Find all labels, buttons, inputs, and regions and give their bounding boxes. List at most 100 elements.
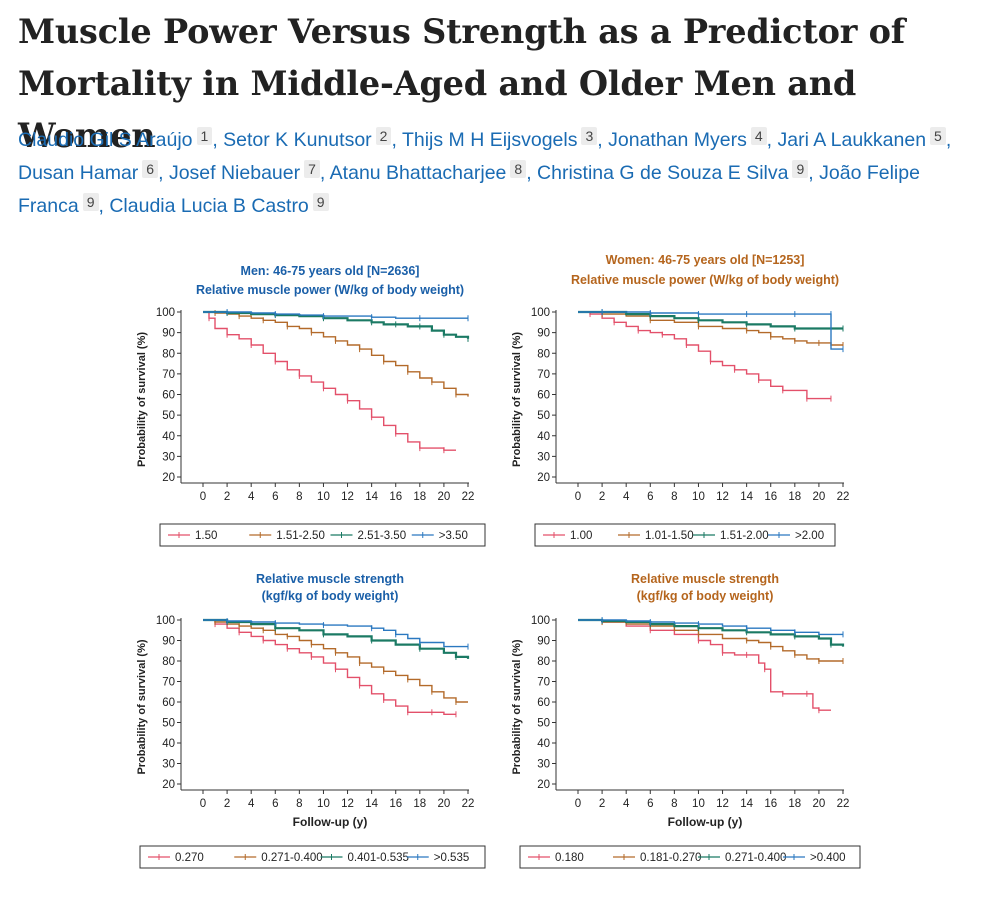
- author-name[interactable]: Atanu Bhattacharjee: [329, 162, 507, 184]
- x-tick-label: 6: [647, 798, 653, 810]
- affiliation-badge[interactable]: 3: [581, 127, 598, 145]
- author-separator: ,: [391, 129, 402, 151]
- x-tick-label: 22: [462, 491, 475, 503]
- chart-men-strength: Relative muscle strength (kgf/kg of body …: [136, 572, 486, 869]
- x-tick-label: 0: [200, 798, 206, 810]
- affiliation-badge[interactable]: 8: [510, 160, 527, 178]
- author-name[interactable]: Dusan Hamar: [18, 162, 139, 184]
- author-name[interactable]: Josef Niebauer: [168, 162, 301, 184]
- x-tick-label: 8: [296, 491, 302, 503]
- x-axis-label: Follow-up (y): [668, 815, 743, 829]
- affiliation-badge[interactable]: 2: [375, 127, 392, 145]
- x-tick-label: 18: [413, 491, 426, 503]
- affiliation-badge[interactable]: 9: [792, 160, 809, 178]
- author-name[interactable]: João Felipe Franca: [18, 162, 920, 217]
- chart-title: Relative muscle strength: [631, 572, 779, 586]
- y-tick-label: 60: [537, 697, 550, 709]
- author-name[interactable]: Claudia Lucia B Castro: [109, 195, 309, 217]
- y-tick-label: 20: [537, 472, 550, 484]
- y-tick-label: 90: [537, 328, 550, 340]
- legend-label: 0.271-0.400: [261, 852, 322, 864]
- x-tick-label: 22: [462, 798, 475, 810]
- y-tick-label: 30: [537, 451, 550, 463]
- x-tick-label: 20: [813, 491, 826, 503]
- author-separator: ,: [526, 162, 538, 184]
- y-tick-label: 40: [162, 431, 175, 443]
- y-axis-label: Probability of survival (%): [511, 639, 523, 774]
- author-separator: ,: [98, 195, 110, 217]
- y-tick-label: 80: [537, 656, 550, 668]
- legend-label: 1.01-1.50: [645, 530, 694, 542]
- author-name[interactable]: Jonathan Myers: [608, 129, 747, 151]
- author-separator: ,: [212, 129, 224, 151]
- series-line-2: [578, 618, 845, 647]
- x-tick-label: 2: [224, 798, 230, 810]
- x-tick-label: 6: [647, 491, 653, 503]
- legend-label: 1.51-2.00: [720, 530, 769, 542]
- x-tick-label: 10: [692, 798, 705, 810]
- y-tick-label: 50: [162, 410, 175, 422]
- affiliation-badge[interactable]: 1: [196, 127, 213, 145]
- y-tick-label: 60: [162, 697, 175, 709]
- x-tick-label: 22: [837, 491, 850, 503]
- affiliation-badge[interactable]: 9: [82, 193, 99, 211]
- y-tick-label: 80: [537, 348, 550, 360]
- affiliation-badge[interactable]: 7: [304, 160, 320, 178]
- author-name[interactable]: Christina G de Souza E Silva: [537, 162, 789, 184]
- author-separator: ,: [945, 129, 952, 151]
- x-tick-label: 14: [740, 798, 753, 810]
- author-name[interactable]: Thijs M H Eijsvogels: [401, 129, 578, 151]
- x-tick-label: 6: [272, 491, 278, 503]
- x-tick-label: 12: [716, 491, 729, 503]
- x-tick-label: 12: [341, 491, 354, 503]
- y-tick-label: 90: [162, 636, 175, 648]
- affiliation-badge[interactable]: 5: [930, 127, 946, 145]
- legend-box: [534, 523, 836, 547]
- legend-label: 1.00: [570, 530, 592, 542]
- affiliation-badge[interactable]: 4: [750, 127, 767, 145]
- series-line-2: [203, 618, 470, 659]
- y-tick-label: 90: [537, 636, 550, 648]
- legend-label: 0.271-0.400: [725, 852, 786, 864]
- y-tick-label: 30: [162, 451, 175, 463]
- chart-women-strength: Relative muscle strength (kgf/kg of body …: [511, 572, 861, 869]
- survival-figure: Men: 46-75 years old [N=2636] Relative mu…: [136, 253, 861, 869]
- chart-title: (kgf/kg of body weight): [637, 589, 774, 603]
- y-tick-label: 80: [162, 348, 175, 360]
- x-tick-label: 4: [248, 798, 255, 810]
- legend-box: [139, 845, 486, 869]
- y-tick-label: 70: [162, 677, 175, 689]
- chart-title: Men: 46-75 years old [N=2636]: [241, 264, 420, 278]
- affiliation-badge[interactable]: 9: [312, 193, 329, 211]
- x-tick-label: 2: [224, 491, 230, 503]
- y-tick-label: 30: [537, 759, 550, 771]
- author-name[interactable]: Setor K Kunutsor: [223, 129, 372, 151]
- legend-label: >0.535: [434, 852, 470, 864]
- legend-label: 0.180: [555, 852, 584, 864]
- y-tick-label: 100: [156, 615, 175, 627]
- x-tick-label: 4: [623, 798, 630, 810]
- x-tick-label: 12: [716, 798, 729, 810]
- series-line-2: [578, 310, 843, 330]
- chart-title: Relative muscle power (W/kg of body weig…: [571, 273, 839, 287]
- author-name[interactable]: Claudio Gil S Araújo: [18, 129, 193, 151]
- chart-title: Relative muscle power (W/kg of body weig…: [196, 283, 464, 297]
- legend-label: >2.00: [795, 530, 824, 542]
- legend-label: 0.181-0.270: [640, 852, 701, 864]
- x-tick-label: 2: [599, 798, 605, 810]
- author-separator: ,: [319, 162, 330, 184]
- x-tick-label: 20: [438, 491, 451, 503]
- x-tick-label: 2: [599, 491, 605, 503]
- y-tick-label: 100: [531, 307, 550, 319]
- x-tick-label: 20: [813, 798, 826, 810]
- affiliation-badge[interactable]: 6: [142, 160, 159, 178]
- author-list: Claudio Gil S Araújo 1, Setor K Kunutsor 2…: [18, 124, 978, 223]
- y-tick-label: 70: [537, 369, 550, 381]
- article-title: Muscle Power Versus Strength as a Predic…: [18, 12, 906, 155]
- author-name[interactable]: Jari A Laukkanen: [777, 129, 927, 151]
- series-line-0: [203, 311, 456, 451]
- legend-label: >0.400: [810, 852, 846, 864]
- legend-label: 1.51-2.50: [276, 530, 325, 542]
- legend-label: >3.50: [439, 530, 468, 542]
- x-tick-label: 10: [317, 798, 330, 810]
